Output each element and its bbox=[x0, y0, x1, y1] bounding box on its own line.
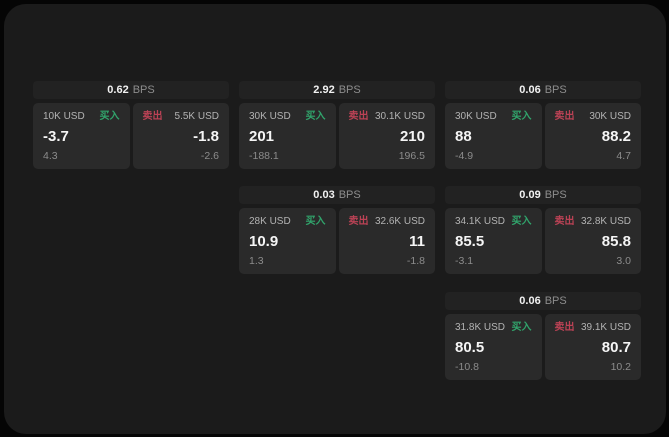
buy-size: 28K USD bbox=[249, 216, 291, 227]
bps-header: 0.06 BPS bbox=[445, 292, 641, 310]
buy-change: -4.9 bbox=[455, 150, 474, 162]
buy-price: 201 bbox=[249, 127, 275, 145]
buy-panel[interactable]: 28K USD 买入 10.9 1.3 bbox=[239, 208, 336, 274]
bps-value: 2.92 bbox=[313, 84, 335, 96]
sell-change: -1.8 bbox=[406, 255, 425, 267]
bps-value: 0.62 bbox=[107, 84, 129, 96]
bps-unit-label: BPS bbox=[544, 295, 567, 307]
sell-price: 210 bbox=[399, 127, 425, 145]
buy-price: 10.9 bbox=[249, 232, 279, 250]
bps-header: 0.03 BPS bbox=[239, 186, 435, 204]
bps-value: 0.03 bbox=[313, 189, 335, 201]
sell-price: -1.8 bbox=[193, 127, 219, 145]
sell-tag: 卖出 bbox=[554, 111, 575, 122]
sell-tag: 卖出 bbox=[142, 111, 163, 122]
buy-panel[interactable]: 30K USD 买入 201 -188.1 bbox=[239, 103, 336, 169]
buy-price: 80.5 bbox=[455, 338, 485, 356]
app-background-panel: 0.62 BPS 10K USD 买入 -3.7 4.3 卖出 5.5K USD… bbox=[4, 4, 666, 434]
quote-card: 0.03 BPS 28K USD 买入 10.9 1.3 卖出 32.6K US… bbox=[239, 186, 435, 274]
quote-card: 0.62 BPS 10K USD 买入 -3.7 4.3 卖出 5.5K USD… bbox=[33, 81, 229, 169]
buy-change: -10.8 bbox=[455, 361, 479, 373]
buy-price: 88 bbox=[455, 127, 472, 145]
bps-header: 0.06 BPS bbox=[445, 81, 641, 99]
buy-size: 30K USD bbox=[249, 111, 291, 122]
buy-change: 4.3 bbox=[43, 150, 58, 162]
buy-change: -3.1 bbox=[455, 255, 474, 267]
sell-tag: 卖出 bbox=[554, 322, 575, 333]
buy-panel[interactable]: 34.1K USD 买入 85.5 -3.1 bbox=[445, 208, 542, 274]
sell-panel[interactable]: 卖出 32.6K USD 11 -1.8 bbox=[338, 208, 435, 274]
bps-header: 2.92 BPS bbox=[239, 81, 435, 99]
bps-unit-label: BPS bbox=[338, 84, 361, 96]
quote-card: 0.06 BPS 31.8K USD 买入 80.5 -10.8 卖出 39.1… bbox=[445, 292, 641, 380]
bps-unit-label: BPS bbox=[132, 84, 155, 96]
bps-header: 0.62 BPS bbox=[33, 81, 229, 99]
sell-tag: 卖出 bbox=[348, 111, 369, 122]
sell-tag: 卖出 bbox=[554, 216, 575, 227]
buy-tag: 买入 bbox=[305, 216, 326, 227]
sell-price: 11 bbox=[409, 232, 425, 250]
sell-change: 10.2 bbox=[610, 361, 631, 373]
buy-tag: 买入 bbox=[511, 111, 532, 122]
sell-size: 32.8K USD bbox=[580, 216, 631, 227]
sell-price: 80.7 bbox=[601, 338, 631, 356]
sell-size: 30K USD bbox=[589, 111, 631, 122]
sell-size: 5.5K USD bbox=[174, 111, 219, 122]
sell-panel[interactable]: 卖出 39.1K USD 80.7 10.2 bbox=[544, 314, 641, 380]
buy-tag: 买入 bbox=[511, 216, 532, 227]
buy-tag: 买入 bbox=[305, 111, 326, 122]
sell-panel[interactable]: 卖出 30.1K USD 210 196.5 bbox=[338, 103, 435, 169]
sell-change: -2.6 bbox=[200, 150, 219, 162]
sell-panel[interactable]: 卖出 30K USD 88.2 4.7 bbox=[544, 103, 641, 169]
buy-price: 85.5 bbox=[455, 232, 485, 250]
bps-value: 0.06 bbox=[519, 84, 541, 96]
buy-change: -188.1 bbox=[249, 150, 279, 162]
buy-tag: 买入 bbox=[99, 111, 120, 122]
bps-unit-label: BPS bbox=[338, 189, 361, 201]
sell-panel[interactable]: 卖出 5.5K USD -1.8 -2.6 bbox=[132, 103, 229, 169]
bps-unit-label: BPS bbox=[544, 84, 567, 96]
buy-panel[interactable]: 31.8K USD 买入 80.5 -10.8 bbox=[445, 314, 542, 380]
sell-change: 4.7 bbox=[616, 150, 631, 162]
sell-panel[interactable]: 卖出 32.8K USD 85.8 3.0 bbox=[544, 208, 641, 274]
sell-price: 88.2 bbox=[601, 127, 631, 145]
buy-change: 1.3 bbox=[249, 255, 264, 267]
sell-size: 30.1K USD bbox=[374, 111, 425, 122]
buy-size: 34.1K USD bbox=[455, 216, 506, 227]
buy-panel[interactable]: 30K USD 买入 88 -4.9 bbox=[445, 103, 542, 169]
buy-price: -3.7 bbox=[43, 127, 69, 145]
sell-change: 196.5 bbox=[398, 150, 425, 162]
sell-size: 32.6K USD bbox=[374, 216, 425, 227]
buy-size: 30K USD bbox=[455, 111, 497, 122]
buy-tag: 买入 bbox=[511, 322, 532, 333]
buy-panel[interactable]: 10K USD 买入 -3.7 4.3 bbox=[33, 103, 130, 169]
buy-size: 10K USD bbox=[43, 111, 85, 122]
sell-change: 3.0 bbox=[616, 255, 631, 267]
buy-size: 31.8K USD bbox=[455, 322, 506, 333]
quote-card: 0.09 BPS 34.1K USD 买入 85.5 -3.1 卖出 32.8K… bbox=[445, 186, 641, 274]
quote-card: 0.06 BPS 30K USD 买入 88 -4.9 卖出 30K USD 8… bbox=[445, 81, 641, 169]
bps-value: 0.09 bbox=[519, 189, 541, 201]
sell-tag: 卖出 bbox=[348, 216, 369, 227]
quote-card: 2.92 BPS 30K USD 买入 201 -188.1 卖出 30.1K … bbox=[239, 81, 435, 169]
bps-value: 0.06 bbox=[519, 295, 541, 307]
sell-price: 85.8 bbox=[601, 232, 631, 250]
sell-size: 39.1K USD bbox=[580, 322, 631, 333]
bps-unit-label: BPS bbox=[544, 189, 567, 201]
bps-header: 0.09 BPS bbox=[445, 186, 641, 204]
